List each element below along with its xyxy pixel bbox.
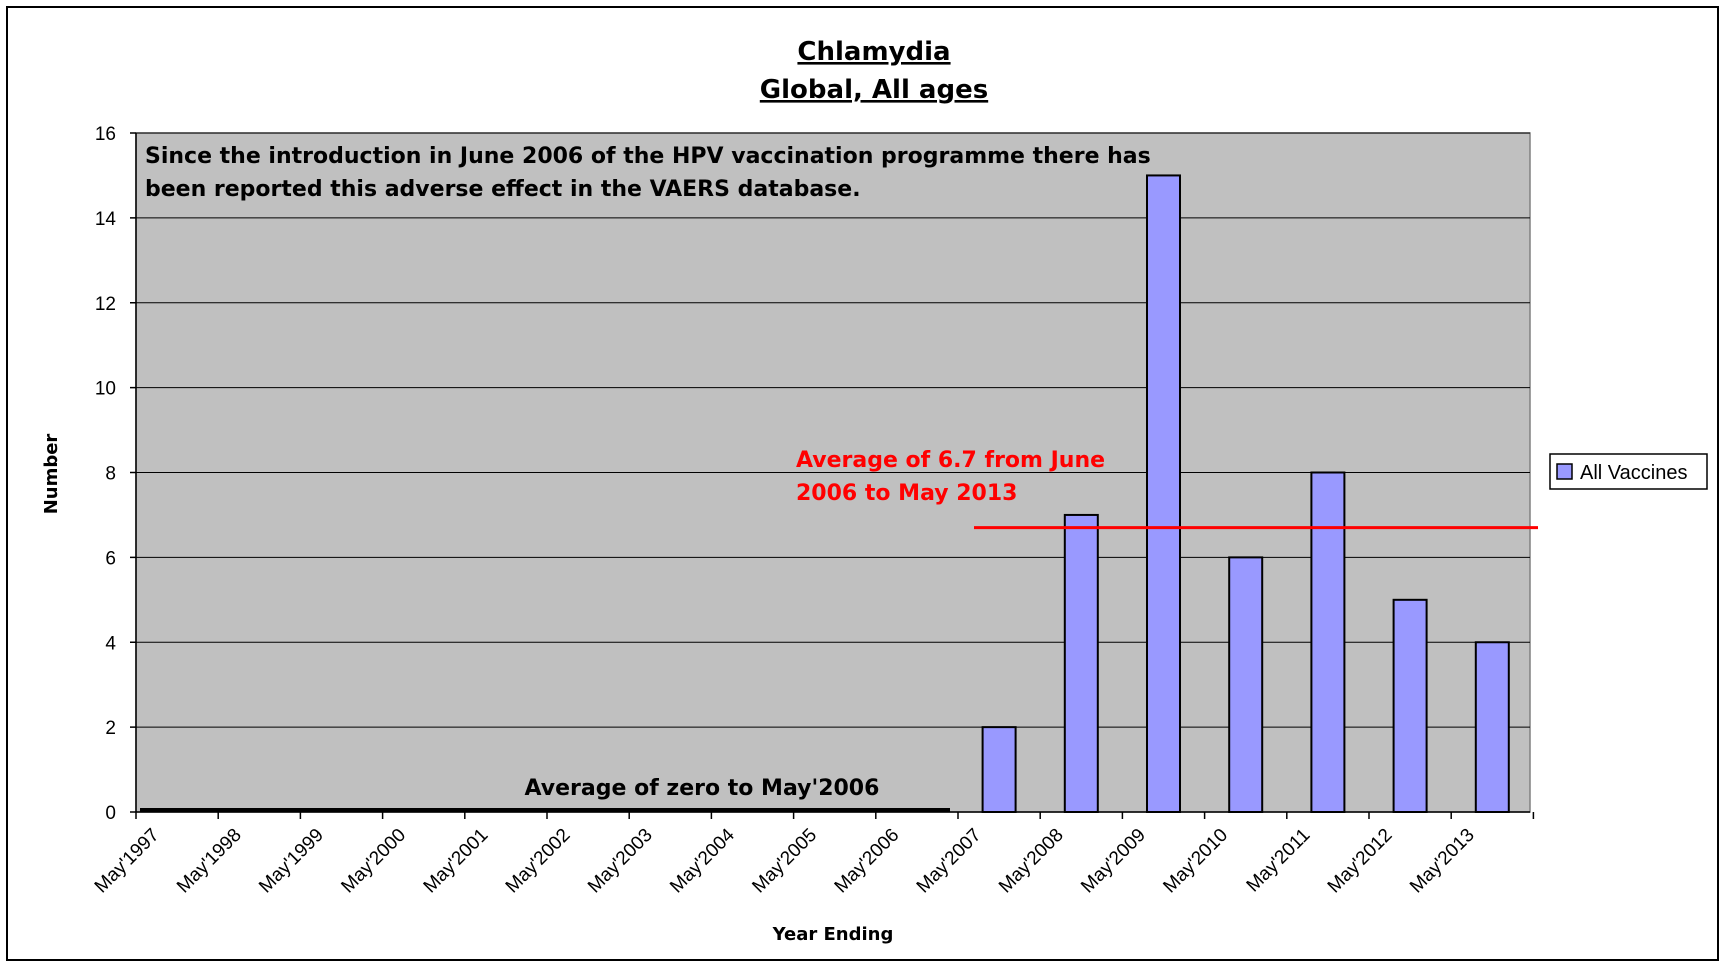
y-tick-label: 16 xyxy=(95,124,116,145)
bar xyxy=(1474,641,1510,813)
average-before-note: Average of zero to May'2006 xyxy=(525,776,880,801)
legend-label: All Vaccines xyxy=(1580,462,1687,484)
average-after-note-line2: 2006 to May 2013 xyxy=(796,481,1017,506)
y-tick-label: 6 xyxy=(105,548,116,569)
y-tick-label: 4 xyxy=(105,633,116,654)
average-after-note-line1: Average of 6.7 from June xyxy=(796,448,1105,473)
y-tick-label: 2 xyxy=(105,718,116,739)
x-tick-label: May'2011 xyxy=(1243,825,1315,897)
y-tick-label: 0 xyxy=(105,803,116,824)
y-tick-label: 14 xyxy=(95,209,117,230)
x-tick-label: May'2004 xyxy=(666,824,739,897)
x-tick-label: May'2000 xyxy=(337,825,410,898)
legend-box xyxy=(1549,453,1708,490)
x-tick-label: May'1999 xyxy=(255,825,328,898)
intro-note-line2: been reported this adverse effect in the… xyxy=(145,177,861,202)
bar xyxy=(1228,556,1264,813)
x-tick-label: May'2008 xyxy=(995,825,1068,898)
legend: All Vaccines xyxy=(1549,453,1708,490)
chart-title: Chlamydia xyxy=(797,37,950,67)
x-tick-label: May'2009 xyxy=(1077,825,1150,898)
x-tick-label: May'2005 xyxy=(748,825,821,898)
y-tick-labels: 0 2 4 6 8 10 12 14 16 xyxy=(95,124,117,824)
bar xyxy=(1310,471,1346,813)
gridlines xyxy=(136,132,1530,728)
x-axis-label: Year Ending xyxy=(772,924,894,945)
x-tick-label: May'2012 xyxy=(1324,825,1397,898)
x-tick-label: May'2006 xyxy=(831,825,904,898)
y-tick-label: 12 xyxy=(95,294,116,315)
x-tick-label: May'2013 xyxy=(1406,825,1479,898)
x-tick-label: May'2010 xyxy=(1159,825,1232,898)
legend-swatch xyxy=(1556,463,1573,480)
x-tick-label: May'1998 xyxy=(173,825,246,898)
x-tick-labels: May'1997 May'1998 May'1999 May'2000 May'2001… xyxy=(91,824,1479,897)
y-tick-label: 10 xyxy=(95,379,116,400)
bar xyxy=(1392,598,1428,813)
intro-note-line1: Since the introduction in June 2006 of t… xyxy=(145,144,1151,169)
x-tick-label: May'2007 xyxy=(913,825,986,898)
x-tick-label: May'2003 xyxy=(584,825,657,898)
x-tick-label: May'2002 xyxy=(502,825,575,898)
y-axis-label: Number xyxy=(41,434,62,515)
bar xyxy=(1146,174,1181,813)
bar xyxy=(1063,513,1099,813)
bars xyxy=(981,174,1510,813)
x-tick-label: May'1997 xyxy=(91,825,164,898)
x-tick-label: May'2001 xyxy=(420,825,493,898)
bar xyxy=(981,726,1017,813)
y-tick-label: 8 xyxy=(105,464,116,485)
chart-subtitle: Global, All ages xyxy=(760,75,988,105)
